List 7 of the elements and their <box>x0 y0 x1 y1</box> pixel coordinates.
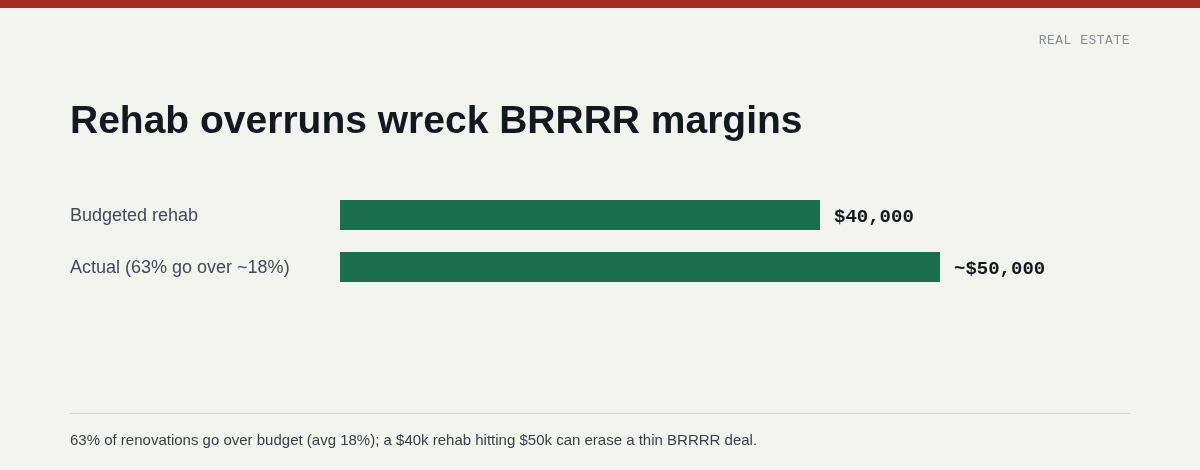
chart-title: Rehab overruns wreck BRRRR margins <box>70 98 803 142</box>
text: REAL ESTATE <box>1038 33 1130 48</box>
data-label: $40,000 <box>834 205 914 228</box>
y-tick-label: Budgeted rehab <box>70 205 199 225</box>
text: 63% of renovations go over budget (avg 18%); a $40k rehab hitting $50k can erase a thin BRRRR deal. <box>70 431 758 448</box>
data-label: ~$50,000 <box>954 257 1046 280</box>
y-tick-label: Actual (63% go over ~18%) <box>70 257 290 277</box>
